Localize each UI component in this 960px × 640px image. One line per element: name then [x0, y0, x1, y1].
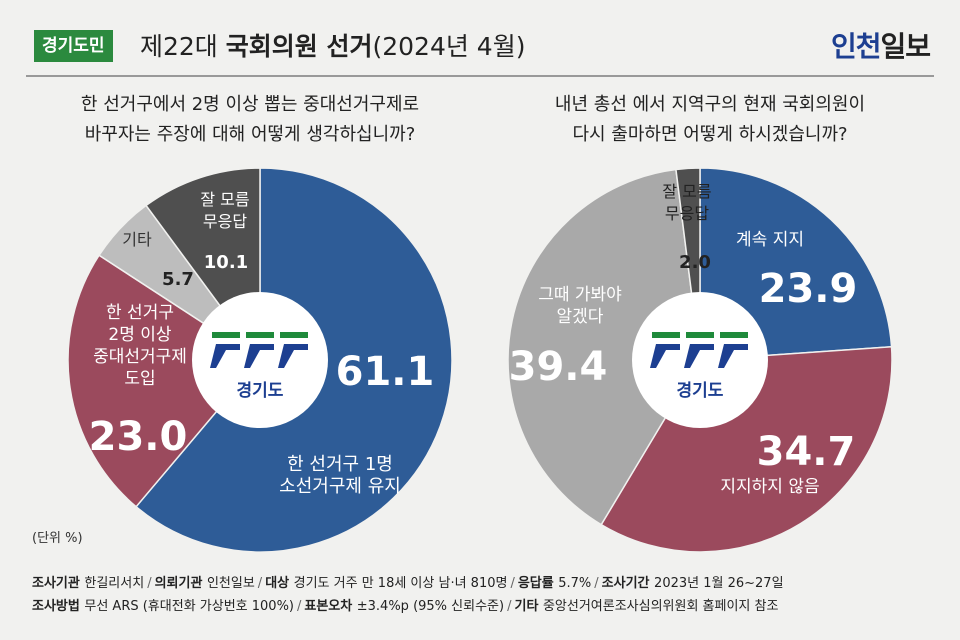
slice-label-0-3: 무응답	[203, 212, 247, 231]
question-left-line2: 바꾸자는 주장에 대해 어떻게 생각하십니까?	[84, 124, 416, 145]
footer-separator: /	[257, 576, 263, 591]
footer-item-key: 기타	[514, 599, 543, 614]
emblem-bar-green	[280, 332, 308, 338]
emblem-stroke-blue	[210, 344, 240, 368]
emblem-bar-green	[652, 332, 680, 338]
center-disc-1	[632, 292, 768, 428]
slice-value-1-0: 23.9	[759, 266, 858, 312]
emblem-stroke-blue	[278, 344, 308, 368]
slice-label-0-2: 기타	[122, 230, 152, 249]
slice-value-1-2: 39.4	[509, 344, 608, 390]
footer-item-key: 조사기간	[601, 576, 655, 591]
footer-item-value: ±3.4%p (95% 신뢰수준)	[356, 599, 505, 614]
page-title: 제22대 국회의원 선거(2024년 4월)	[140, 27, 525, 63]
slice-label-0-3: 잘 모름	[200, 190, 249, 209]
footer-item-key: 조사방법	[32, 599, 85, 614]
question-right-line1: 내년 총선 에서 지역구의 현재 국회의원이	[554, 94, 866, 115]
footer-separator: /	[594, 576, 599, 591]
slice-value-0-1: 23.0	[89, 414, 188, 460]
footer-item-key: 표본오차	[304, 599, 357, 614]
title-prefix: 제22대	[140, 32, 226, 61]
emblem-bar-green	[212, 332, 240, 338]
footer-item-key: 조사기관	[32, 576, 85, 591]
footer-item-key: 의뢰기관	[154, 576, 207, 591]
unit-note: (단위 %)	[32, 531, 83, 546]
footer-separator: /	[510, 576, 515, 591]
footer-item-key: 대상	[265, 576, 294, 591]
footer-item-value: 무선 ARS (휴대전화 가상번호 100%)	[84, 599, 294, 614]
slice-label-1-0: 계속 지지	[736, 230, 804, 250]
publisher-logo: 인천일보	[830, 25, 931, 65]
slice-label-0-1: 한 선거구	[106, 303, 174, 323]
center-disc-0	[192, 292, 328, 428]
emblem-stroke-blue	[684, 344, 714, 368]
emblem-stroke-blue	[718, 344, 748, 368]
footer-separator: /	[507, 599, 512, 614]
question-left: 한 선거구에서 2명 이상 뽑는 중대선거구제로 바꾸자는 주장에 대해 어떻게…	[40, 90, 460, 150]
slice-label-0-0: 소선거구제 유지	[279, 476, 401, 497]
emblem-label-0: 경기도	[237, 381, 284, 401]
slice-value-0-2: 5.7	[162, 269, 194, 290]
footer-item-value: 한길리서치	[84, 576, 145, 591]
footer-separator: /	[297, 599, 302, 614]
slice-label-1-2: 알겠다	[557, 307, 604, 327]
footer-item-value: 경기도 거주 만 18세 이상 남·녀 810명	[293, 576, 508, 591]
emblem-label-1: 경기도	[677, 381, 724, 401]
slice-label-1-3: 무응답	[665, 204, 709, 223]
logo-part1: 인천	[830, 30, 882, 63]
footer-line1: 조사기관 한길리서치 / 의뢰기관 인천일보 / 대상 경기도 거주 만 18세 이상 …	[32, 572, 932, 595]
slice-value-1-3: 2.0	[679, 252, 711, 273]
footer-item-value: 인천일보	[206, 576, 255, 591]
slice-label-0-0: 한 선거구 1명	[287, 454, 393, 475]
logo-part2: 일보	[880, 30, 931, 63]
footer-item-key: 응답률	[517, 576, 559, 591]
emblem-bar-green	[686, 332, 714, 338]
question-right: 내년 총선 에서 지역구의 현재 국회의원이 다시 출마하면 어떻게 하시겠습니…	[500, 90, 920, 150]
emblem-stroke-blue	[244, 344, 274, 368]
slice-label-1-3: 잘 모름	[662, 182, 711, 201]
question-left-line1: 한 선거구에서 2명 이상 뽑는 중대선거구제로	[80, 94, 420, 115]
emblem-bar-green	[720, 332, 748, 338]
slice-label-0-1: 2명 이상	[108, 325, 171, 345]
footer-item-value: 중앙선거여론조사심의위원회 홈페이지 참조	[542, 599, 779, 614]
emblem-stroke-blue	[650, 344, 680, 368]
footer-item-value: 5.7%	[558, 576, 592, 591]
survey-footer: 조사기관 한길리서치 / 의뢰기관 인천일보 / 대상 경기도 거주 만 18세 이상 …	[32, 572, 932, 618]
header: 경기도민 제22대 국회의원 선거(2024년 4월) 인천일보	[0, 0, 960, 77]
region-badge: 경기도민	[34, 30, 113, 62]
header-divider	[26, 75, 934, 77]
slice-label-1-1: 지지하지 않음	[720, 477, 819, 497]
footer-line2: 조사방법 무선 ARS (휴대전화 가상번호 100%) / 표본오차 ±3.4%p…	[32, 595, 932, 618]
title-bold: 국회의원 선거	[225, 32, 373, 61]
slice-value-0-0: 61.1	[336, 349, 435, 395]
slice-label-0-1: 도입	[124, 369, 155, 389]
emblem-bar-green	[246, 332, 274, 338]
slice-value-1-1: 34.7	[757, 429, 856, 475]
footer-separator: /	[147, 576, 152, 591]
footer-item-value: 2023년 1월 26~27일	[654, 576, 784, 591]
slice-label-1-2: 그때 가봐야	[538, 285, 622, 305]
slice-label-0-1: 중대선거구제	[93, 347, 187, 367]
question-right-line2: 다시 출마하면 어떻게 하시겠습니까?	[572, 124, 848, 145]
slice-value-0-3: 10.1	[204, 252, 248, 273]
title-suffix: (2024년 4월)	[372, 32, 526, 61]
